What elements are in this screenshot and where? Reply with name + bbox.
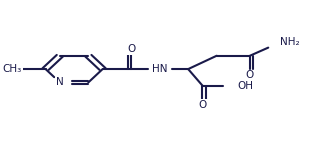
Text: O: O [198,100,207,110]
Text: OH: OH [237,81,253,91]
Text: O: O [127,44,135,54]
Text: CH₃: CH₃ [3,64,22,74]
Text: NH₂: NH₂ [280,37,300,47]
Text: HN: HN [152,64,167,74]
Text: N: N [56,77,64,87]
Text: O: O [246,70,254,80]
